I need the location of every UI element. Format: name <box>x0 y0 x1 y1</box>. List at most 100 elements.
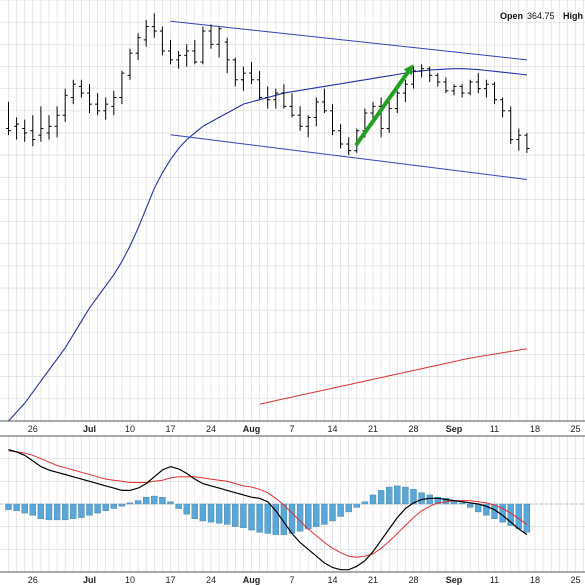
x-tick-label-macd: 18 <box>530 575 540 585</box>
ohlc-bar <box>378 97 384 138</box>
ohlc-bar <box>30 115 36 147</box>
x-tick-label-macd: 25 <box>570 575 580 585</box>
channel-upper-line <box>170 20 527 61</box>
ohlc-bar <box>232 57 238 87</box>
ohlc-bar <box>62 88 68 122</box>
ohlc-header: Open 364.75 High 369 <box>500 11 583 21</box>
macd-histogram-bar <box>159 497 166 505</box>
ohlc-bar <box>70 79 76 105</box>
ohlc-bar <box>435 73 441 87</box>
ohlc-bar <box>159 26 165 56</box>
ohlc-bar <box>6 101 11 136</box>
ohlc-bar <box>289 93 295 118</box>
x-tick-label-price: 24 <box>206 424 216 434</box>
ohlc-bar <box>330 104 335 136</box>
ohlc-bar <box>22 119 28 142</box>
macd-histogram-bar <box>264 503 271 534</box>
macd-histogram-bar <box>288 503 296 534</box>
macd-histogram-bar <box>232 503 239 527</box>
x-tick-label-macd: Aug <box>243 575 261 585</box>
x-tick-label-price: 17 <box>165 424 175 434</box>
x-axis-ticks-macd: 26 Jul 10 17 24 Aug 7 14 21 28 Sep 11 18 25 <box>28 575 581 585</box>
macd-histogram-bar <box>337 503 344 517</box>
ohlc-bar <box>249 62 254 85</box>
macd-histogram-bar <box>305 503 312 530</box>
macd-histogram-bar <box>223 503 231 525</box>
macd-histogram-bar <box>394 485 401 505</box>
macd-histogram-bar <box>37 503 45 519</box>
macd-histogram-bar <box>142 497 150 505</box>
ohlc-bar <box>492 81 497 105</box>
x-tick-label-price: 18 <box>530 424 540 434</box>
macd-histogram-bar <box>102 503 109 512</box>
ohlc-bar <box>411 66 416 89</box>
macd-histogram-bar <box>369 494 377 505</box>
x-tick-label-macd: 28 <box>408 575 418 585</box>
arrow-layer <box>354 64 414 147</box>
macd-histogram-bar <box>199 503 207 522</box>
ohlc-bar <box>135 33 141 60</box>
macd-histogram-bar <box>118 503 126 507</box>
macd-histogram-bar <box>353 503 360 508</box>
ohlc-bar <box>313 97 319 127</box>
channel-layer <box>170 20 527 180</box>
macd-histogram-bar <box>175 503 182 509</box>
ohlc-bar <box>427 66 433 82</box>
x-tick-label-price: 25 <box>570 424 580 434</box>
ohlc-bar <box>38 106 44 142</box>
macd-histogram-bar <box>386 486 393 505</box>
x-tick-label-price: 26 <box>28 424 38 434</box>
ohlc-bar <box>14 117 20 140</box>
ohlc-bar <box>475 73 481 94</box>
ohlc-bar <box>338 124 344 149</box>
x-tick-label-macd: 21 <box>368 575 378 585</box>
macd-histogram-bar <box>191 503 199 519</box>
macd-histogram-bar <box>467 503 474 508</box>
macd-histogram-bar <box>256 503 263 533</box>
ohlc-bar <box>443 77 449 94</box>
macd-signal-line <box>8 450 528 558</box>
ohlc-bar <box>151 13 157 38</box>
ohlc-bar <box>483 79 489 98</box>
ohlc-bar <box>394 90 400 114</box>
x-tick-label-macd: 24 <box>206 575 216 585</box>
x-tick-label-price: 14 <box>327 424 337 434</box>
price-bars <box>6 13 530 156</box>
ohlc-bar <box>346 137 352 156</box>
ohlc-bar <box>305 115 311 138</box>
macd-histogram-bar <box>410 489 417 505</box>
trend-arrow-head <box>403 64 414 76</box>
macd-histogram-bar <box>70 503 77 519</box>
macd-histogram-bar <box>215 503 223 524</box>
macd-histogram-bar <box>134 500 142 505</box>
macd-histogram-bar <box>426 494 433 505</box>
x-tick-label-price: 11 <box>490 424 499 434</box>
macd-histogram-bar <box>240 503 247 528</box>
x-tick-label-macd: 17 <box>165 575 175 585</box>
macd-histogram-bar <box>62 503 69 521</box>
x-tick-label-price: 21 <box>368 424 378 434</box>
ohlc-bar <box>500 97 506 118</box>
ohlc-bar <box>103 97 109 120</box>
x-tick-label-macd: 11 <box>490 575 499 585</box>
ohlc-bar <box>459 84 465 98</box>
x-tick-label-macd: 14 <box>327 575 337 585</box>
macd-line <box>8 449 528 571</box>
macd-histogram <box>0 485 585 535</box>
macd-histogram-bar <box>21 503 28 514</box>
ma-long-layer <box>259 348 527 405</box>
ohlc-bar <box>419 64 425 78</box>
macd-histogram-bar <box>5 503 12 510</box>
x-tick-label-price: 10 <box>125 424 135 434</box>
macd-histogram-bar <box>402 486 409 505</box>
macd-histogram-bar <box>29 503 36 516</box>
ohlc-bar <box>321 88 327 114</box>
ohlc-bar <box>54 106 60 138</box>
macd-histogram-bar <box>45 503 53 521</box>
ohlc-bar <box>273 88 279 109</box>
x-tick-label-macd: Sep <box>446 575 463 585</box>
macd-histogram-bar <box>418 492 425 505</box>
ohlc-bar <box>184 44 190 67</box>
ohlc-bar <box>508 106 514 145</box>
ohlc-bar <box>95 93 101 116</box>
